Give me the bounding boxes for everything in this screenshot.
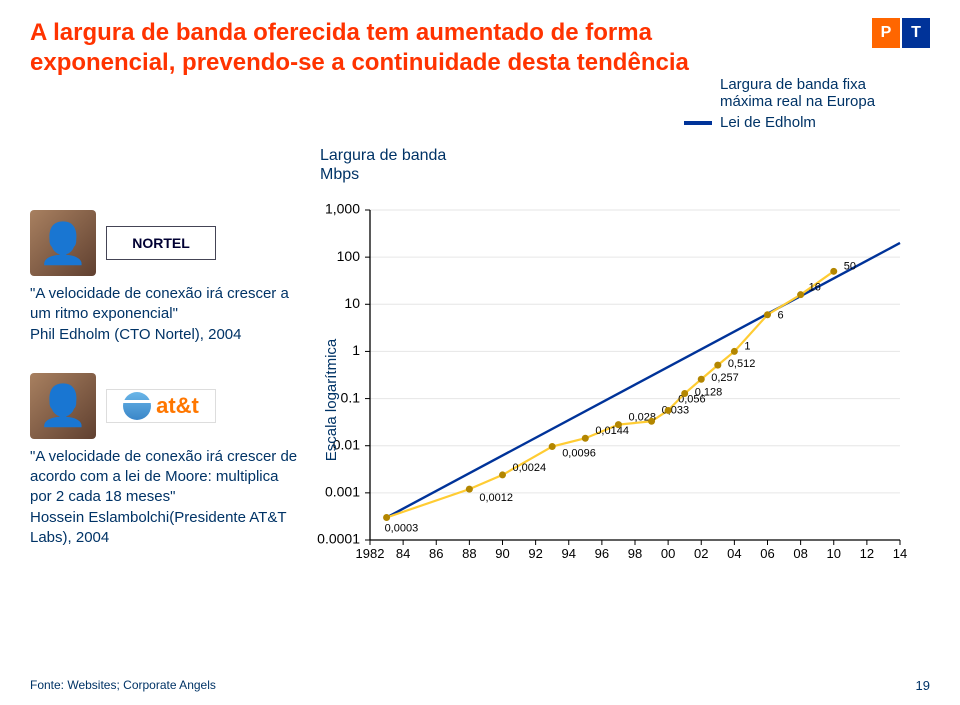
legend-label-edholm: Lei de Edholm <box>720 114 816 131</box>
svg-text:86: 86 <box>429 546 443 561</box>
svg-text:14: 14 <box>893 546 907 561</box>
svg-text:00: 00 <box>661 546 675 561</box>
svg-text:88: 88 <box>462 546 476 561</box>
quote1-source: Phil Edholm (CTO Nortel), 2004 <box>30 326 241 343</box>
svg-text:98: 98 <box>628 546 642 561</box>
logo-p: P <box>872 18 900 48</box>
bandwidth-chart: 1,0001001010.10.010.0010.000119828486889… <box>310 200 920 600</box>
svg-text:16: 16 <box>809 282 821 294</box>
svg-text:0.0001: 0.0001 <box>317 531 360 547</box>
pt-logo: P T <box>872 18 930 48</box>
avatar-edholm: 👤 <box>30 210 96 276</box>
quote2-text: "A velocidade de conexão irá crescer de … <box>30 448 297 506</box>
svg-text:0,0012: 0,0012 <box>479 492 513 504</box>
svg-text:0,512: 0,512 <box>728 358 756 370</box>
svg-text:92: 92 <box>528 546 542 561</box>
avatar-eslambolchi: 👤 <box>30 373 96 439</box>
legend-swatch-europa <box>684 91 712 95</box>
svg-text:0.001: 0.001 <box>325 484 360 500</box>
legend-label-europa: Largura de banda fixa máxima real na Eur… <box>720 76 920 110</box>
quote1-text: "A velocidade de conexão irá crescer a u… <box>30 285 289 322</box>
y-axis-rot-label: Escala logarítmica <box>323 339 340 462</box>
svg-text:1: 1 <box>744 340 750 352</box>
svg-text:1982: 1982 <box>356 546 385 561</box>
svg-text:0,0003: 0,0003 <box>385 523 419 535</box>
svg-text:02: 02 <box>694 546 708 561</box>
svg-text:12: 12 <box>860 546 874 561</box>
legend-swatch-edholm <box>684 121 712 125</box>
svg-text:90: 90 <box>495 546 509 561</box>
svg-text:94: 94 <box>562 546 576 561</box>
att-logo: at&t <box>106 389 216 423</box>
svg-text:10: 10 <box>827 546 841 561</box>
page-number: 19 <box>916 678 930 693</box>
y-axis-title: Largura de banda Mbps <box>320 146 446 184</box>
svg-text:04: 04 <box>727 546 741 561</box>
svg-text:06: 06 <box>760 546 774 561</box>
quote2-source: Hossein Eslambolchi(Presidente AT&T Labs… <box>30 509 286 546</box>
svg-text:100: 100 <box>337 248 361 264</box>
chart-area: Escala logarítmica 1,0001001010.10.010.0… <box>310 200 920 600</box>
svg-text:10: 10 <box>344 295 360 311</box>
svg-text:0,0144: 0,0144 <box>595 425 629 437</box>
svg-text:1: 1 <box>352 342 360 358</box>
svg-text:96: 96 <box>595 546 609 561</box>
svg-text:6: 6 <box>778 310 784 322</box>
svg-text:84: 84 <box>396 546 410 561</box>
page-title: A largura de banda oferecida tem aumenta… <box>30 18 730 78</box>
svg-text:0,0024: 0,0024 <box>513 462 547 474</box>
chart-legend: Largura de banda fixa máxima real na Eur… <box>684 76 920 135</box>
svg-text:08: 08 <box>793 546 807 561</box>
svg-text:0.1: 0.1 <box>341 389 361 405</box>
svg-text:0,0096: 0,0096 <box>562 448 596 460</box>
svg-text:1,000: 1,000 <box>325 201 360 217</box>
svg-text:0,257: 0,257 <box>711 372 739 384</box>
svg-text:0,128: 0,128 <box>695 387 723 399</box>
footer-source: Fonte: Websites; Corporate Angels <box>30 678 216 693</box>
nortel-logo: NORTEL <box>106 226 216 260</box>
svg-text:50: 50 <box>844 260 856 272</box>
logo-t: T <box>902 18 930 48</box>
